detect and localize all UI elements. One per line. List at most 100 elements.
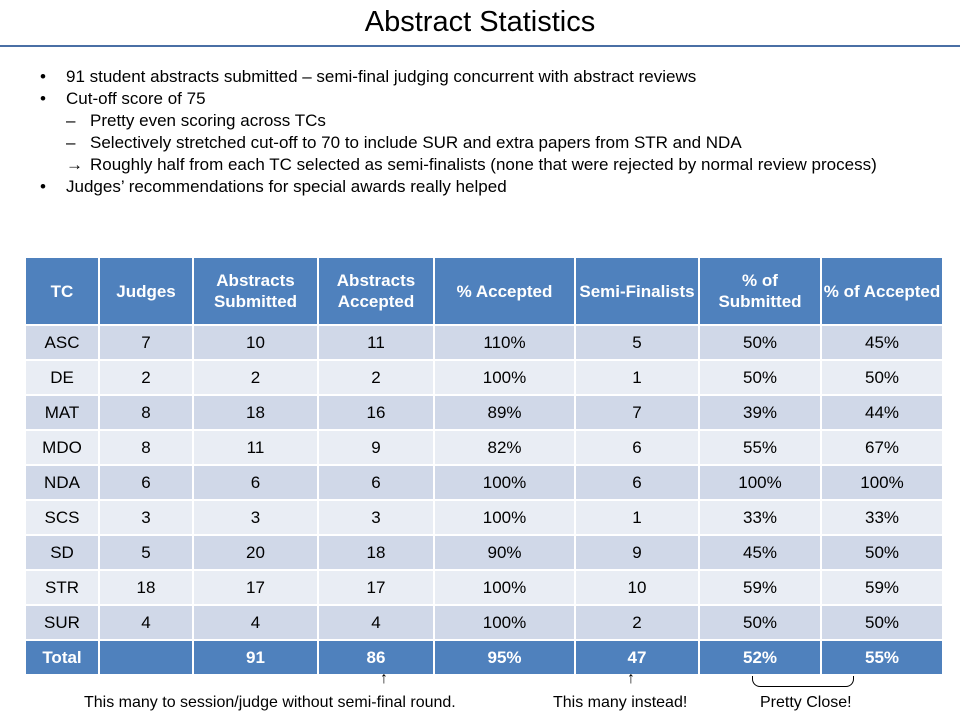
bullet-marker: • — [40, 89, 46, 108]
cell-percent-of-submitted: 59% — [698, 569, 822, 606]
cell-percent-of-accepted: 59% — [820, 569, 944, 606]
cell-semi-finalists: 6 — [574, 429, 700, 466]
total-tc: Total — [24, 639, 100, 676]
cell-percent-of-accepted: 50% — [820, 604, 944, 641]
total-judges — [98, 639, 194, 676]
header-tc: TC — [24, 256, 100, 326]
table-row: STR 18 17 17 100% 10 59% 59% — [24, 569, 944, 606]
header-abstracts-submitted: Abstracts Submitted — [192, 256, 319, 326]
bullet-list: • 91 student abstracts submitted – semi-… — [36, 66, 936, 198]
cell-semi-finalists: 2 — [574, 604, 700, 641]
table-row: MDO 8 11 9 82% 6 55% 67% — [24, 429, 944, 466]
total-percent-accepted: 95% — [433, 639, 576, 676]
cell-abstracts-accepted: 9 — [317, 429, 435, 466]
cell-abstracts-accepted: 2 — [317, 359, 435, 396]
bullet-text: Cut-off score of 75 — [66, 89, 206, 108]
cell-semi-finalists: 5 — [574, 324, 700, 361]
cell-judges: 2 — [98, 359, 194, 396]
bullet-item: • Judges’ recommendations for special aw… — [36, 176, 936, 198]
cell-percent-of-submitted: 50% — [698, 324, 822, 361]
bullet-text: Selectively stretched cut-off to 70 to i… — [90, 133, 742, 152]
cell-abstracts-submitted: 6 — [192, 464, 319, 501]
brace-icon — [752, 676, 854, 687]
cell-percent-of-accepted: 100% — [820, 464, 944, 501]
total-semi-finalists: 47 — [574, 639, 700, 676]
cell-abstracts-submitted: 10 — [192, 324, 319, 361]
sub-bullet-item: – Selectively stretched cut-off to 70 to… — [36, 132, 936, 154]
table-row: SD 5 20 18 90% 9 45% 50% — [24, 534, 944, 571]
cell-judges: 4 — [98, 604, 194, 641]
table-row: NDA 6 6 6 100% 6 100% 100% — [24, 464, 944, 501]
table-total-row: Total 91 86 95% 47 52% 55% — [24, 639, 944, 676]
cell-tc: SCS — [24, 499, 100, 536]
cell-percent-accepted: 100% — [433, 604, 576, 641]
table-row: SUR 4 4 4 100% 2 50% 50% — [24, 604, 944, 641]
slide-title: Abstract Statistics — [364, 6, 596, 38]
cell-tc: MAT — [24, 394, 100, 431]
title-divider — [0, 45, 960, 47]
cell-percent-accepted: 82% — [433, 429, 576, 466]
cell-semi-finalists: 7 — [574, 394, 700, 431]
header-percent-of-accepted: % of Accepted — [820, 256, 944, 326]
bullet-marker: • — [40, 67, 46, 86]
cell-abstracts-submitted: 11 — [192, 429, 319, 466]
dash-marker: – — [66, 111, 76, 130]
cell-percent-accepted: 100% — [433, 359, 576, 396]
cell-abstracts-submitted: 3 — [192, 499, 319, 536]
table-header-row: TC Judges Abstracts Submitted Abstracts … — [24, 256, 944, 326]
header-abstracts-accepted: Abstracts Accepted — [317, 256, 435, 326]
header-judges: Judges — [98, 256, 194, 326]
table-row: MAT 8 18 16 89% 7 39% 44% — [24, 394, 944, 431]
cell-abstracts-accepted: 11 — [317, 324, 435, 361]
bullet-marker: • — [40, 177, 46, 196]
cell-judges: 6 — [98, 464, 194, 501]
cell-judges: 3 — [98, 499, 194, 536]
bullet-item: • Cut-off score of 75 — [36, 88, 936, 110]
total-percent-of-accepted: 55% — [820, 639, 944, 676]
cell-judges: 5 — [98, 534, 194, 571]
cell-percent-of-accepted: 50% — [820, 359, 944, 396]
cell-percent-of-submitted: 50% — [698, 604, 822, 641]
cell-abstracts-submitted: 2 — [192, 359, 319, 396]
cell-percent-of-submitted: 39% — [698, 394, 822, 431]
header-semi-finalists: Semi-Finalists — [574, 256, 700, 326]
cell-tc: SUR — [24, 604, 100, 641]
table-row: DE 2 2 2 100% 1 50% 50% — [24, 359, 944, 396]
cell-percent-of-submitted: 100% — [698, 464, 822, 501]
cell-abstracts-accepted: 4 — [317, 604, 435, 641]
table-row: ASC 7 10 11 110% 5 50% 45% — [24, 324, 944, 361]
sub-bullet-item: → Roughly half from each TC selected as … — [36, 154, 936, 176]
cell-judges: 8 — [98, 394, 194, 431]
cell-judges: 7 — [98, 324, 194, 361]
cell-tc: STR — [24, 569, 100, 606]
cell-abstracts-submitted: 18 — [192, 394, 319, 431]
total-abstracts-submitted: 91 — [192, 639, 319, 676]
bullet-item: • 91 student abstracts submitted – semi-… — [36, 66, 936, 88]
right-arrow-icon: → — [66, 155, 83, 174]
bullet-text: Judges’ recommendations for special awar… — [66, 177, 507, 196]
bullet-text: Pretty even scoring across TCs — [90, 111, 326, 130]
note-session: This many to session/judge without semi-… — [84, 694, 456, 711]
cell-tc: SD — [24, 534, 100, 571]
stats-table: TC Judges Abstracts Submitted Abstracts … — [24, 256, 944, 676]
cell-semi-finalists: 10 — [574, 569, 700, 606]
cell-abstracts-accepted: 17 — [317, 569, 435, 606]
header-percent-accepted: % Accepted — [433, 256, 576, 326]
cell-percent-of-submitted: 45% — [698, 534, 822, 571]
dash-marker: – — [66, 133, 76, 152]
cell-tc: DE — [24, 359, 100, 396]
cell-tc: NDA — [24, 464, 100, 501]
cell-judges: 8 — [98, 429, 194, 466]
cell-abstracts-accepted: 16 — [317, 394, 435, 431]
cell-percent-of-submitted: 55% — [698, 429, 822, 466]
cell-abstracts-accepted: 18 — [317, 534, 435, 571]
bullet-text: 91 student abstracts submitted – semi-fi… — [66, 67, 697, 86]
cell-semi-finalists: 6 — [574, 464, 700, 501]
cell-percent-of-submitted: 33% — [698, 499, 822, 536]
total-abstracts-accepted: 86 — [317, 639, 435, 676]
cell-percent-of-accepted: 33% — [820, 499, 944, 536]
cell-abstracts-accepted: 3 — [317, 499, 435, 536]
cell-semi-finalists: 9 — [574, 534, 700, 571]
cell-tc: ASC — [24, 324, 100, 361]
cell-percent-of-accepted: 44% — [820, 394, 944, 431]
